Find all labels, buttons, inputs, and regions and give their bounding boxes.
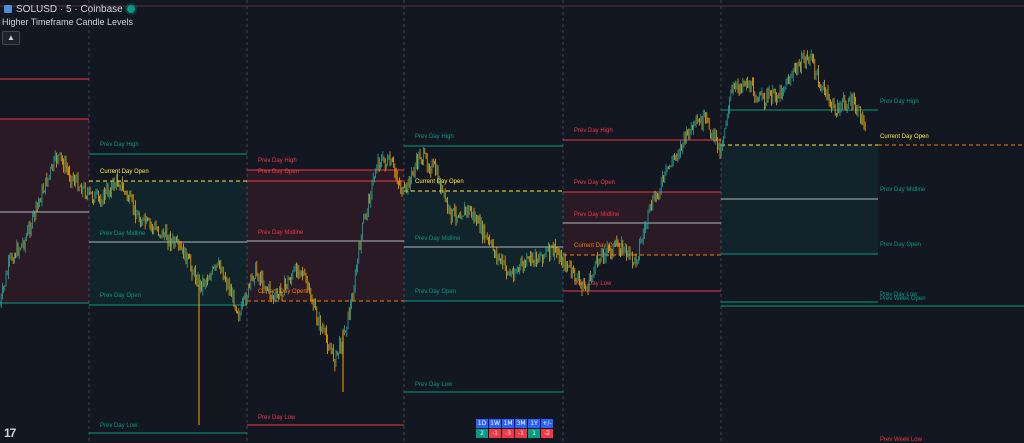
prev-day-open-label: Prev Day Open (258, 169, 299, 175)
prev-day-high-label: Prev Day High (258, 158, 297, 164)
performance-table: 1D 1W 1M 3M 1Y +/- 2 -1 -3 -1 1 -2 (475, 418, 554, 439)
prev-day-high-label: Prev Day High (880, 99, 919, 105)
prev-day-low-label: Prev Day Low (415, 382, 453, 388)
perf-header: 1W (488, 418, 502, 429)
prev-day-midline-label: Prev Day Midline (100, 231, 146, 237)
perf-header: +/- (540, 418, 554, 429)
perf-header: 3M (514, 418, 528, 429)
prev-week-open-label: Prev Week Open (880, 296, 926, 302)
prev-day-low-label: Prev Day Low (880, 292, 918, 298)
prev-day-low-label: Prev Day Low (100, 423, 138, 429)
prev-day-midline-label: Prev Day Midline (574, 212, 620, 218)
prev-day-high-label: Prev Day High (574, 128, 613, 134)
tradingview-logo[interactable]: 17 (4, 426, 16, 440)
perf-value: -2 (540, 428, 554, 439)
performance-header-row: 1D 1W 1M 3M 1Y +/- (475, 418, 554, 429)
perf-value: 2 (475, 428, 489, 439)
prev-day-high-label: Prev Day High (100, 142, 139, 148)
prev-day-low-label: Prev Day Low (258, 415, 296, 421)
performance-value-row: 2 -1 -3 -1 1 -2 (475, 428, 554, 439)
market-status-icon (126, 5, 135, 13)
prev-day-zone (247, 170, 404, 301)
prev-day-midline-label: Prev Day Midline (258, 230, 304, 236)
prev-day-open-label: Prev Day Open (415, 289, 456, 295)
perf-value: -1 (514, 428, 528, 439)
perf-value: 1 (527, 428, 541, 439)
prev-day-open-label: Prev Day Open (574, 180, 615, 186)
prev-day-low-label: Prev Day Low (574, 281, 612, 287)
current-day-open-label: Current Day Open (574, 243, 623, 249)
prev-day-midline-label: Prev Day Midline (415, 236, 461, 242)
perf-value: -1 (488, 428, 502, 439)
prev-day-open-label: Prev Day Open (880, 242, 921, 248)
prev-day-open-label: Prev Day Open (100, 293, 141, 299)
symbol-icon (4, 5, 12, 13)
perf-value: -3 (501, 428, 515, 439)
symbol-title[interactable]: SOLUSD · 5 · Coinbase (16, 3, 123, 15)
prev-day-zone (404, 191, 563, 301)
prev-day-zone (0, 119, 89, 303)
chart-header: SOLUSD · 5 · Coinbase (4, 2, 135, 16)
perf-header: 1D (475, 418, 489, 429)
prev-day-high-label: Prev Day High (415, 134, 454, 140)
prev-week-low-label: Prev Week Low (880, 437, 923, 443)
perf-header: 1M (501, 418, 515, 429)
current-day-open-label: Current Day Open (100, 169, 149, 175)
prev-day-midline-label: Prev Day Midline (880, 187, 926, 193)
chevron-up-icon[interactable]: ▲ (2, 31, 20, 45)
indicator-title[interactable]: Higher Timeframe Candle Levels (2, 17, 134, 27)
perf-header: 1Y (527, 418, 541, 429)
current-day-open-label: Current Day Open (880, 134, 929, 140)
